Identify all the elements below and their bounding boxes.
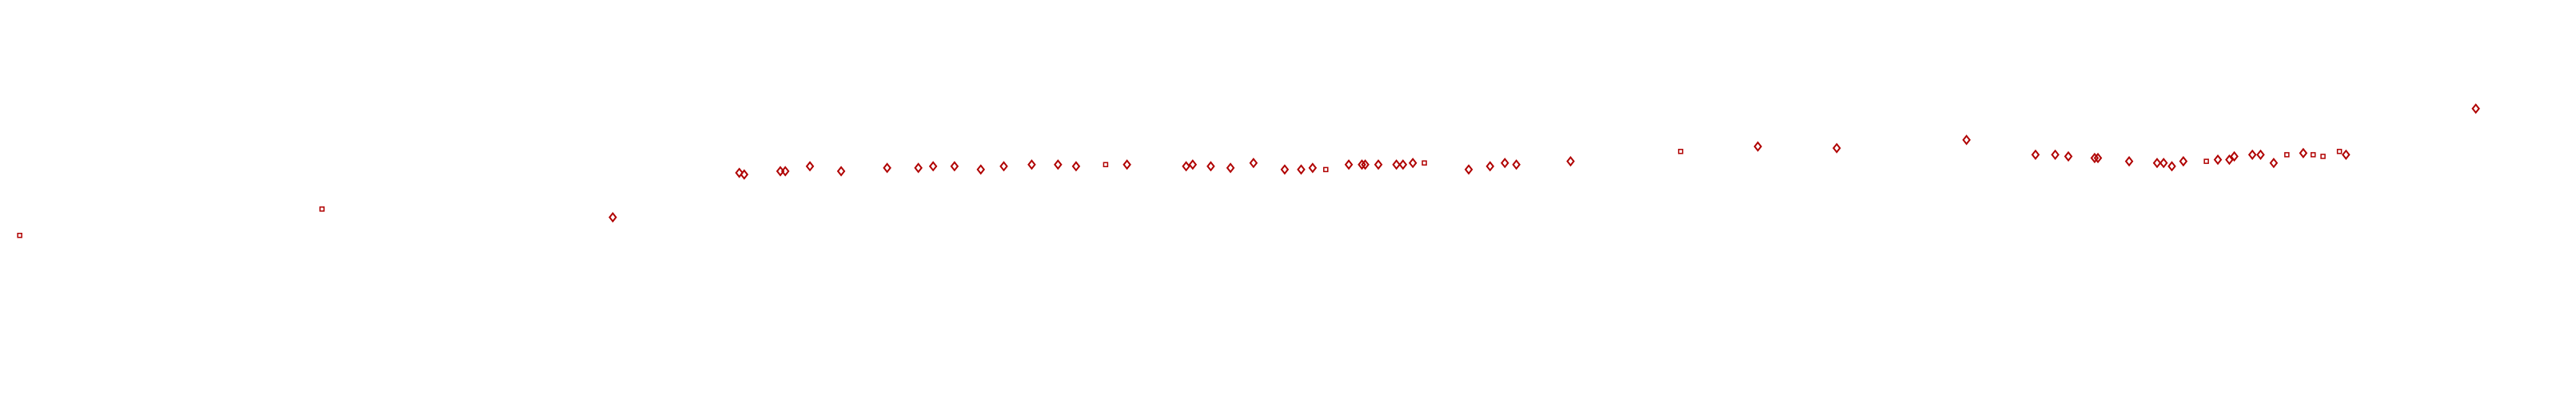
data-point-diamond (2213, 154, 2223, 166)
data-point-diamond (1123, 159, 1131, 170)
data-point-diamond (950, 161, 959, 172)
data-point-square (319, 206, 325, 212)
data-point-diamond (2064, 150, 2073, 162)
data-point-diamond (1361, 159, 1370, 170)
data-point-diamond (2299, 147, 2308, 158)
data-point-square (2310, 152, 2316, 158)
data-point-diamond (1408, 158, 1418, 169)
data-point-diamond (2152, 158, 2162, 169)
data-point-diamond (1206, 161, 1215, 172)
data-point-diamond (1753, 141, 1762, 152)
data-point-diamond (1344, 159, 1354, 170)
data-point-diamond (2256, 149, 2265, 161)
data-point-square (1323, 166, 1329, 173)
data-point-diamond (2230, 150, 2239, 162)
data-point-diamond (780, 166, 790, 177)
data-point-diamond (1392, 159, 1401, 170)
data-point-diamond (1182, 161, 1190, 172)
data-point-diamond (1249, 158, 1258, 169)
data-point-diamond (2471, 103, 2480, 114)
data-point-diamond (2179, 156, 2188, 167)
data-point-diamond (735, 167, 744, 178)
data-point-diamond (1485, 161, 1495, 172)
data-point-diamond (1374, 159, 1383, 170)
data-point-diamond (1308, 162, 1318, 174)
data-point-diamond (2051, 149, 2060, 161)
data-point-diamond (836, 166, 846, 177)
data-point-diamond (2093, 152, 2103, 164)
data-point-diamond (2269, 158, 2279, 169)
data-point-diamond (1464, 164, 1473, 175)
data-point-diamond (1027, 159, 1036, 170)
data-point-diamond (2167, 161, 2176, 172)
data-point-square (2320, 154, 2326, 159)
data-point-diamond (928, 161, 938, 172)
data-point-diamond (1280, 164, 1290, 175)
data-point-diamond (805, 161, 815, 172)
data-point-diamond (1566, 156, 1575, 167)
data-point-square (2203, 158, 2209, 164)
data-point-diamond (1071, 161, 1081, 172)
data-point-diamond (1962, 134, 1971, 146)
data-point-square (1677, 149, 1684, 154)
data-point-diamond (883, 162, 891, 174)
data-point-diamond (2031, 149, 2040, 161)
data-point-diamond (2247, 149, 2257, 161)
data-point-diamond (999, 161, 1008, 172)
data-point-diamond (1188, 159, 1198, 170)
data-point-diamond (2124, 156, 2134, 167)
data-point-diamond (2159, 158, 2168, 169)
data-point-diamond (1054, 159, 1063, 170)
data-point-diamond (1832, 142, 1841, 154)
data-point-diamond (740, 169, 749, 180)
data-point-diamond (1297, 164, 1306, 175)
data-point-square (1103, 162, 1109, 168)
data-point-diamond (914, 162, 923, 174)
data-point-diamond (1500, 158, 1509, 169)
data-point-diamond (1398, 159, 1408, 170)
data-point-diamond (2342, 149, 2351, 161)
data-point-diamond (2225, 154, 2234, 166)
data-point-square (2336, 149, 2343, 154)
data-point-square (2284, 152, 2290, 158)
data-point-square (1422, 160, 1427, 166)
data-point-diamond (1512, 159, 1521, 170)
series-square (17, 149, 2343, 238)
data-point-square (17, 232, 22, 238)
series-diamond (608, 103, 2480, 223)
data-point-diamond (976, 164, 986, 175)
data-point-diamond (608, 212, 617, 223)
data-point-diamond (1226, 162, 1235, 174)
